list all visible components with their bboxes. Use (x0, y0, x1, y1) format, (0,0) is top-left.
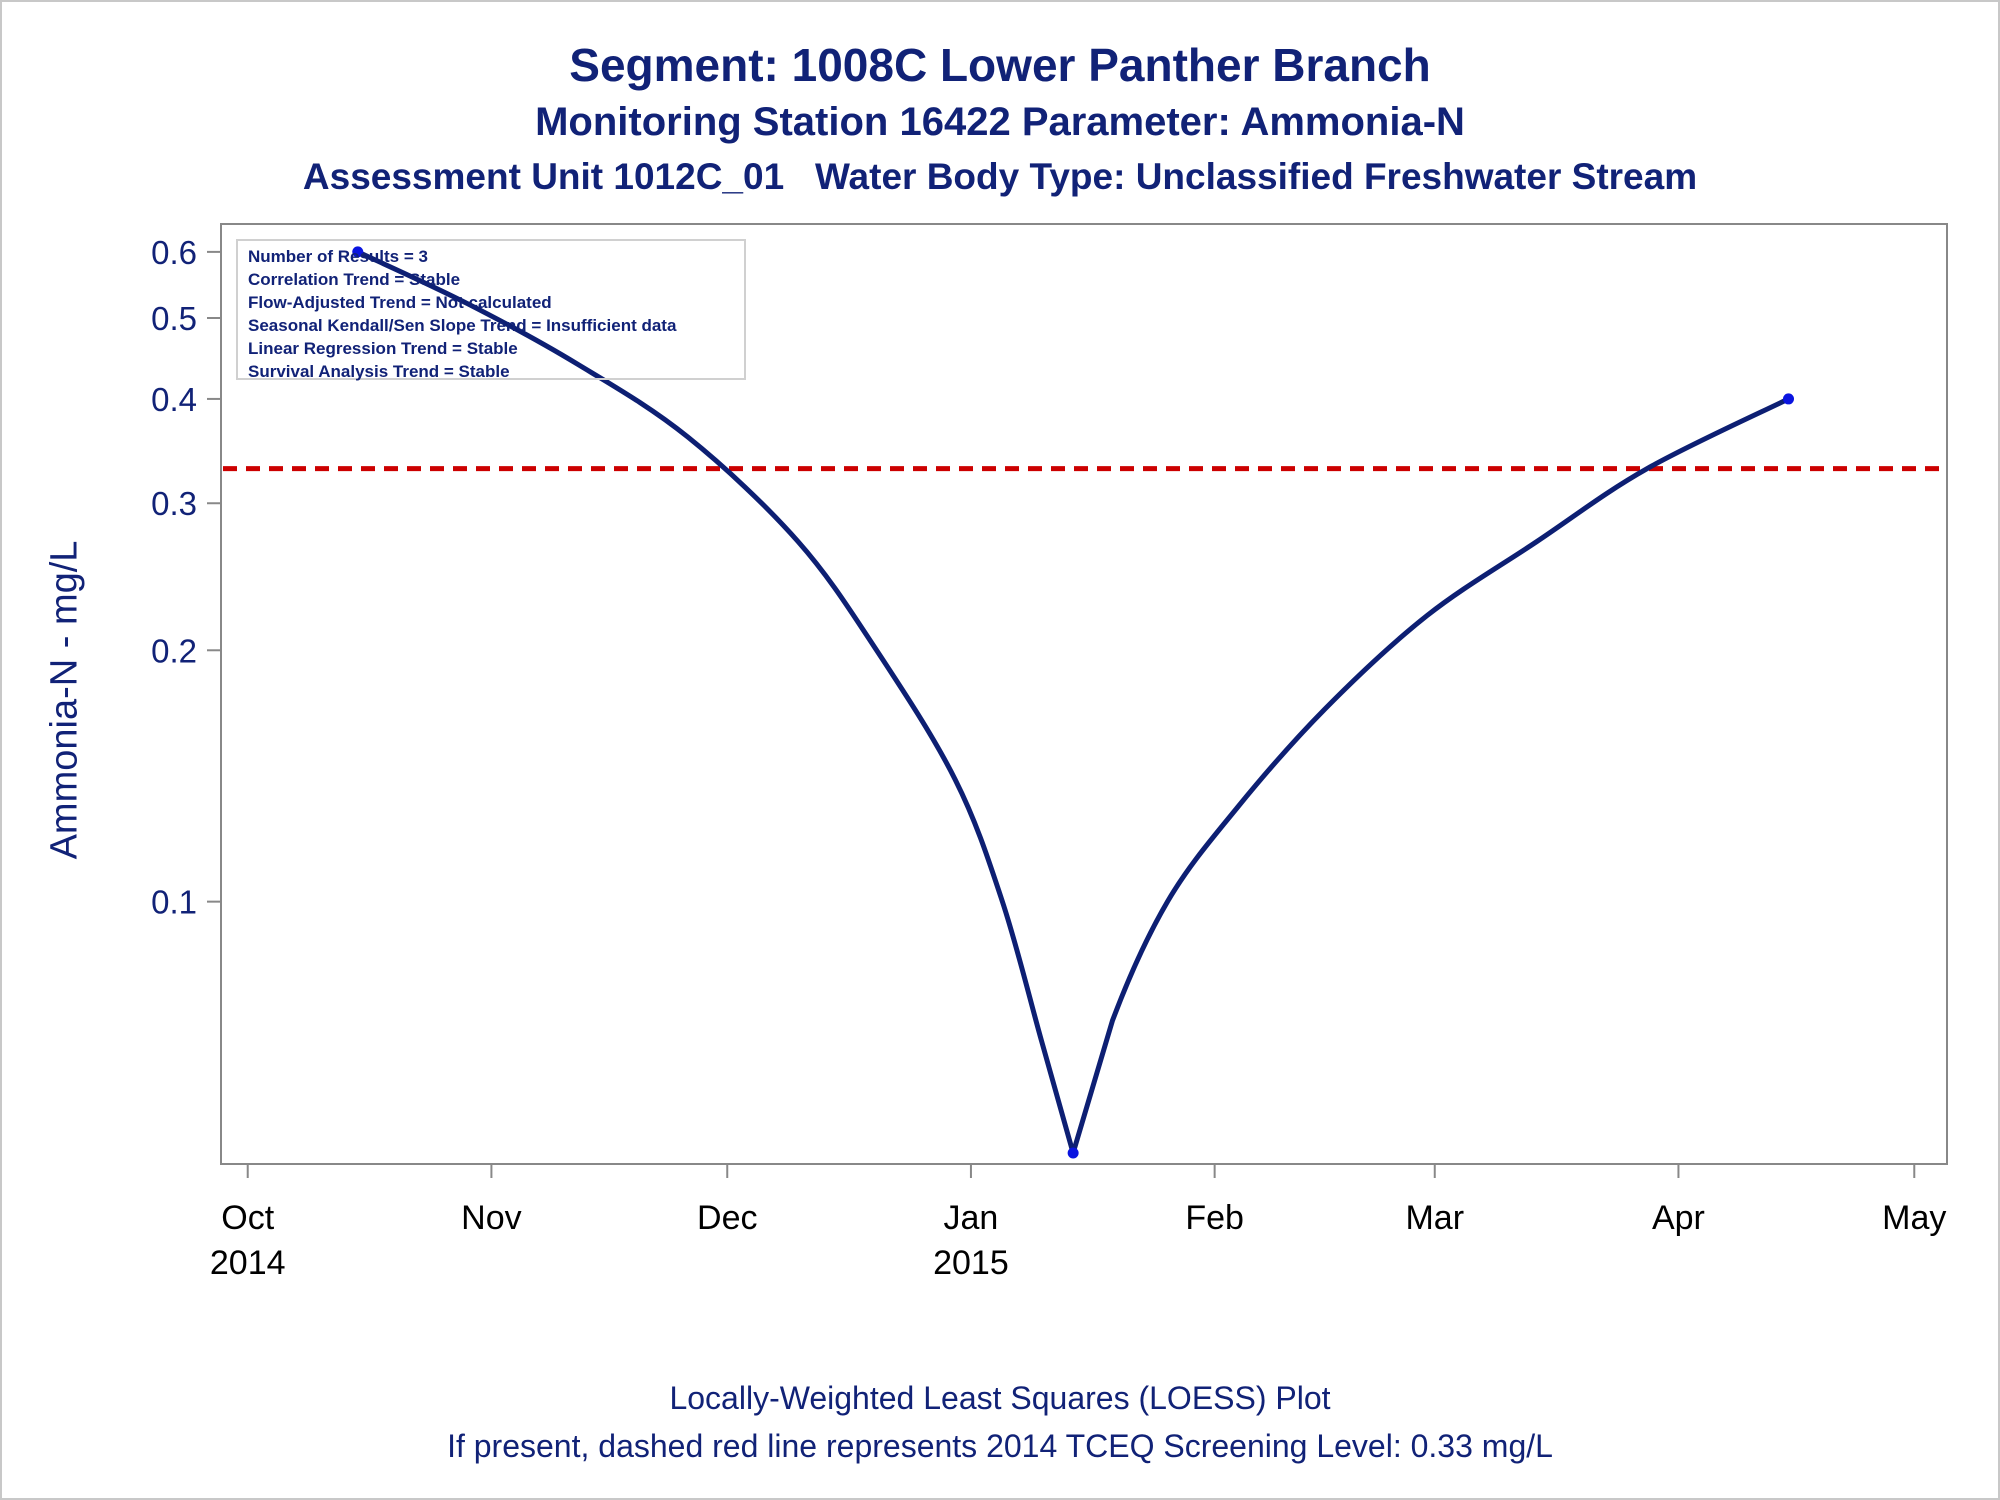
stat-survival-analysis-trend: Survival Analysis Trend = Stable (248, 362, 510, 381)
stat-seasonal-kendall-trend: Seasonal Kendall/Sen Slope Trend = Insuf… (248, 316, 677, 335)
x-tick-label: Oct (221, 1199, 274, 1237)
x-tick-label: Apr (1652, 1199, 1705, 1237)
y-axis-label: Ammonia-N - mg/L (43, 540, 86, 860)
x-tick-label: Dec (697, 1199, 757, 1237)
trend-statistics-box: Number of Results = 3 Correlation Trend … (236, 239, 746, 381)
footnote-method: Locally-Weighted Least Squares (LOESS) P… (669, 1380, 1331, 1416)
y-tick-label: 0.5 (151, 300, 197, 337)
y-tick-label: 0.4 (151, 381, 197, 418)
x-tick-label: Mar (1405, 1199, 1464, 1237)
stat-flow-adjusted-trend: Flow-Adjusted Trend = Not calculated (248, 293, 552, 312)
footnote-screening-level: If present, dashed red line represents 2… (447, 1428, 1553, 1464)
x-tick-label: Jan (944, 1199, 999, 1237)
x-tick-label: Feb (1185, 1199, 1244, 1237)
chart-subtitle-2: Assessment Unit 1012C_01 Water Body Type… (302, 156, 1698, 197)
data-point (352, 246, 364, 258)
x-tick-year-label: 2014 (210, 1244, 286, 1282)
chart-title: Segment: 1008C Lower Panther Branch (569, 39, 1431, 91)
x-tick-year-label: 2015 (933, 1244, 1009, 1282)
chart-subtitle: Monitoring Station 16422 Parameter: Ammo… (535, 100, 1465, 144)
x-axis: Oct 2014 Nov Dec Jan 2015 Feb Mar Apr May (210, 1163, 1946, 1282)
y-tick-label: 0.1 (151, 884, 197, 921)
data-points (352, 246, 1794, 1159)
x-tick-label: May (1882, 1199, 1946, 1237)
loess-curve (355, 249, 1791, 1156)
y-tick-label: 0.6 (151, 234, 197, 271)
x-tick-label: Nov (461, 1199, 521, 1237)
data-point (1067, 1147, 1079, 1159)
stat-linear-regression-trend: Linear Regression Trend = Stable (248, 339, 518, 358)
data-point (1783, 393, 1794, 405)
y-tick-label: 0.2 (151, 632, 197, 669)
y-axis: 0.1 0.2 0.3 0.4 0.5 0.6 (151, 234, 221, 921)
loess-curve-group (355, 249, 1791, 1156)
stat-number-of-results: Number of Results = 3 (248, 247, 428, 266)
y-tick-label: 0.3 (151, 485, 197, 522)
stat-correlation-trend: Correlation Trend = Stable (248, 270, 461, 289)
